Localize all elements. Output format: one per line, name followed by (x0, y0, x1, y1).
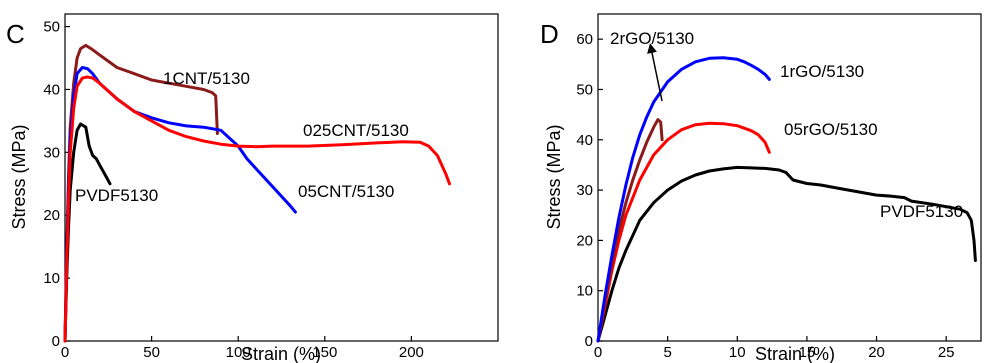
panel-d-series-1rgo-5130 (596, 56, 771, 343)
panel-d-label-05rgo: 05rGO/5130 (784, 120, 878, 139)
panel-d-y-tick-label: 30 (576, 182, 593, 199)
panel-c-label-05cnt: 05CNT/5130 (298, 182, 394, 201)
panel-c-y-tick-label: 20 (43, 207, 60, 224)
panel-d-x-tick-label: 10 (729, 344, 746, 361)
panel-d-plot-frame (597, 13, 982, 342)
panel-c-label-pvdf: PVDF5130 (75, 186, 158, 205)
panel-d-y-tick-label: 40 (576, 132, 593, 149)
panel-c-x-tick-label: 150 (312, 344, 337, 361)
panel-c-y-tick-label: 10 (43, 270, 60, 287)
panel-d-label-1rgo: 1rGO/5130 (780, 62, 864, 81)
panel-d-x-tick-label: 0 (594, 344, 602, 361)
panel-c-ticks: 0 50 100 150 200 0 10 20 30 40 50 (43, 19, 424, 361)
panel-c-plot-frame (64, 13, 499, 342)
panel-c-series-pvdf5130 (63, 122, 112, 343)
panel-c-x-tick-label: 0 (61, 344, 69, 361)
panel-c-chart: 0 50 100 150 200 0 10 20 30 40 50 C Strain (%) Str… (6, 13, 499, 363)
panel-d-y-tick-label: 20 (576, 232, 593, 249)
panel-c-y-tick-label: 30 (43, 144, 60, 161)
panel-d-annotation-arrow (647, 43, 663, 102)
panel-c-x-axis-title: Strain (%) (241, 344, 321, 363)
panel-d-series-05rgo-5130 (596, 121, 771, 343)
panel-d-chart: 0 5 10 15 20 25 0 10 20 30 40 50 60 D Strain (%) Str… (540, 13, 982, 363)
panel-d-ticks: 0 5 10 15 20 25 0 10 20 30 40 50 60 (576, 31, 954, 361)
panel-c-y-axis-title: Stress (MPa) (9, 124, 29, 229)
panel-d-y-axis-title: Stress (MPa) (544, 124, 564, 229)
panel-c-y-tick-label: 40 (43, 81, 60, 98)
panel-d-y-tick-label: 10 (576, 283, 593, 300)
panel-d-y-tick-label: 0 (585, 333, 593, 350)
panel-c-letter: C (6, 19, 25, 49)
panel-d-y-tick-label: 50 (576, 81, 593, 98)
panel-c-label-025cnt: 025CNT/5130 (303, 121, 409, 140)
panel-d-series-lines (596, 56, 977, 343)
panel-c-y-tick-label: 50 (43, 19, 60, 36)
panel-d-x-tick-label: 5 (663, 344, 671, 361)
panel-c-y-tick-label: 0 (52, 333, 60, 350)
panel-c-series-lines (63, 43, 451, 343)
panel-c-x-tick-label: 200 (399, 344, 424, 361)
panel-c-x-tick-label: 50 (143, 344, 160, 361)
panel-c-x-tick-label: 100 (226, 344, 251, 361)
panel-d-letter: D (540, 19, 559, 49)
panel-c-series-025cnt-5130 (63, 75, 451, 343)
panel-d-x-axis-title: Strain (%) (755, 344, 835, 363)
panel-d-series-pvdf5130 (596, 165, 977, 343)
panel-c-label-1cnt: 1CNT/5130 (163, 69, 250, 88)
panel-d-x-tick-label: 20 (868, 344, 885, 361)
panel-d-x-tick-label: 15 (799, 344, 816, 361)
panel-d-label-2rgo: 2rGO/5130 (610, 29, 694, 48)
panel-d-y-tick-label: 60 (576, 31, 593, 48)
panel-d-x-tick-label: 25 (938, 344, 955, 361)
panel-d-label-pvdf: PVDF5130 (880, 202, 963, 221)
